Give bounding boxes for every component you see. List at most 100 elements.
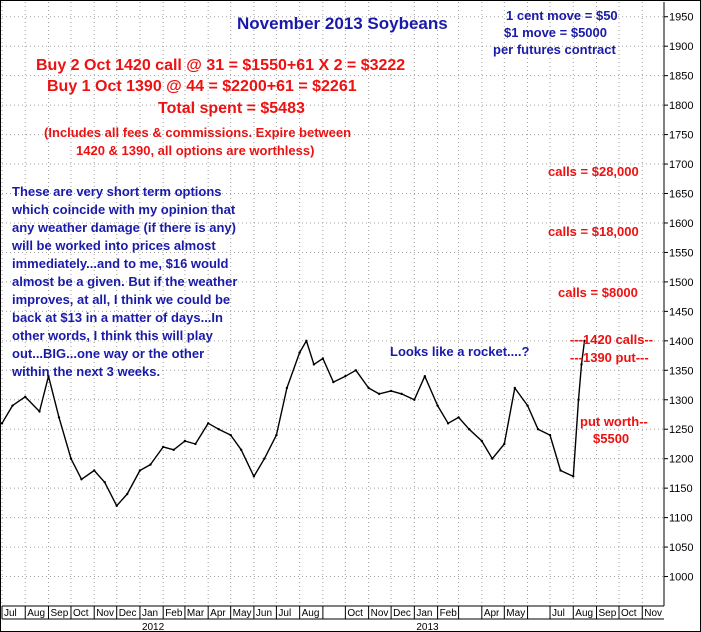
x-tick-label: Jul	[4, 608, 17, 619]
put-1390-label: ---1390 put---	[570, 350, 649, 365]
series-point	[480, 439, 484, 443]
series-point	[47, 374, 50, 378]
put-worth-line-1: put worth--	[580, 414, 648, 429]
commentary-line-7: improves, at all, I think we could be	[12, 292, 230, 307]
x-tick-label: Nov	[96, 608, 114, 619]
series-point	[115, 504, 118, 508]
rocket-label: Looks like a rocket....?	[390, 344, 529, 359]
series-point	[491, 457, 494, 460]
series-point	[0, 422, 4, 425]
series-point	[559, 469, 562, 472]
x-tick-label: Feb	[440, 608, 458, 619]
chart-title: November 2013 Soybeans	[237, 14, 448, 33]
x-tick-label: Aug	[27, 608, 45, 619]
commentary-line-8: back at $13 in a matter of days...In	[12, 310, 223, 325]
series-point	[577, 398, 580, 401]
series-point	[172, 448, 175, 452]
x-tick-label: Sep	[50, 608, 68, 619]
x-tick-label: May	[233, 608, 252, 619]
series-point	[457, 416, 460, 419]
series-point	[583, 339, 586, 343]
series-point	[275, 433, 278, 437]
y-tick-label: 1800	[669, 100, 693, 112]
y-tick-label: 1050	[669, 542, 693, 554]
series-point	[103, 481, 106, 484]
x-tick-label: Oct	[73, 608, 89, 619]
commentary-line-1: These are very short term options	[12, 184, 222, 199]
y-axis: 1000 1050 1100 1150 1200 1250 1300 1350 1400 1450…	[663, 2, 693, 606]
fee-note-line-2: 1420 & 1390, all options are worthless)	[76, 143, 314, 158]
contract-note-line-3: per futures contract	[493, 42, 616, 57]
series-point	[344, 374, 347, 378]
series-point	[377, 392, 381, 396]
series-point	[321, 357, 325, 360]
grid	[1, 2, 664, 606]
y-tick-label: 1950	[669, 12, 693, 24]
x-year-label: 2013	[416, 622, 439, 632]
x-tick-label: Jun	[256, 608, 272, 619]
commentary-line-10: out...BIG...one way or the other	[12, 346, 204, 361]
x-tick-label: Nov	[644, 608, 662, 619]
series-point	[526, 404, 529, 407]
series-point	[239, 448, 243, 452]
series-point	[467, 428, 471, 431]
x-tick-label: Nov	[371, 608, 389, 619]
series-point	[93, 469, 96, 472]
x-tick-label: Jan	[142, 608, 158, 619]
commentary-line-3: any weather damage (if there is any)	[12, 220, 236, 235]
x-tick-label: May	[506, 608, 525, 619]
y-tick-label: 1850	[669, 71, 693, 83]
y-tick-label: 1700	[669, 159, 693, 171]
x-tick-label: Jan	[416, 608, 432, 619]
commentary-line-11: within the next 3 weeks.	[11, 364, 160, 379]
series-point	[217, 428, 220, 431]
series-point	[252, 475, 256, 478]
series-point	[38, 410, 41, 413]
series-point	[548, 433, 552, 437]
commentary-line-6: almost be a given. But if the weather	[12, 274, 237, 289]
y-tick-label: 1600	[669, 218, 693, 230]
series-point	[503, 442, 506, 446]
calls-28000-label: calls = $28,000	[548, 164, 639, 179]
x-tick-label: Jul	[278, 608, 291, 619]
y-tick-label: 1150	[669, 483, 693, 495]
series-point	[389, 389, 393, 393]
commentary-line-4: will be worked into prices almost	[11, 238, 216, 253]
series-point	[69, 457, 73, 460]
series-point	[572, 475, 575, 478]
series-point	[312, 363, 316, 366]
y-tick-label: 1200	[669, 454, 693, 466]
series-point	[513, 386, 517, 390]
x-tick-label: Sep	[599, 608, 617, 619]
x-tick-label: Oct	[621, 608, 637, 619]
commentary-line-9: other words, I think this will play	[12, 328, 214, 343]
x-axis: Jul Aug Sep Oct Nov Dec Jan Feb Mar Apr May Jun Jul A…	[1, 605, 664, 632]
x-tick-label: Aug	[575, 608, 593, 619]
y-tick-label: 1650	[669, 189, 693, 201]
x-tick-label: Jul	[552, 608, 565, 619]
series-point	[161, 445, 165, 449]
series-point	[580, 363, 583, 366]
y-tick-label: 1100	[669, 513, 693, 525]
series-point	[194, 442, 197, 446]
commentary: These are very short term options which …	[11, 184, 237, 379]
trade-line-1: Buy 2 Oct 1420 call @ 31 = $1550+61 X 2 …	[36, 57, 405, 74]
y-tick-label: 1900	[669, 41, 693, 53]
commentary-line-2: which coincide with my opinion that	[11, 202, 236, 217]
series-point	[229, 433, 232, 437]
series-point	[413, 398, 416, 401]
y-tick-label: 1300	[669, 395, 693, 407]
series-point	[11, 404, 14, 407]
series-point	[57, 416, 61, 419]
calls-18000-label: calls = $18,000	[548, 224, 639, 239]
x-tick-label: Oct	[347, 608, 363, 619]
y-tick-label: 1550	[669, 247, 693, 259]
y-tick-label: 1750	[669, 130, 693, 142]
y-tick-label: 1500	[669, 277, 693, 289]
series-point	[298, 351, 301, 354]
x-tick-label: Dec	[119, 608, 137, 619]
x-tick-label: Feb	[165, 608, 183, 619]
x-tick-label: Apr	[484, 608, 500, 619]
trade-line-2: Buy 1 Oct 1390 @ 44 = $2200+61 = $2261	[47, 78, 357, 95]
